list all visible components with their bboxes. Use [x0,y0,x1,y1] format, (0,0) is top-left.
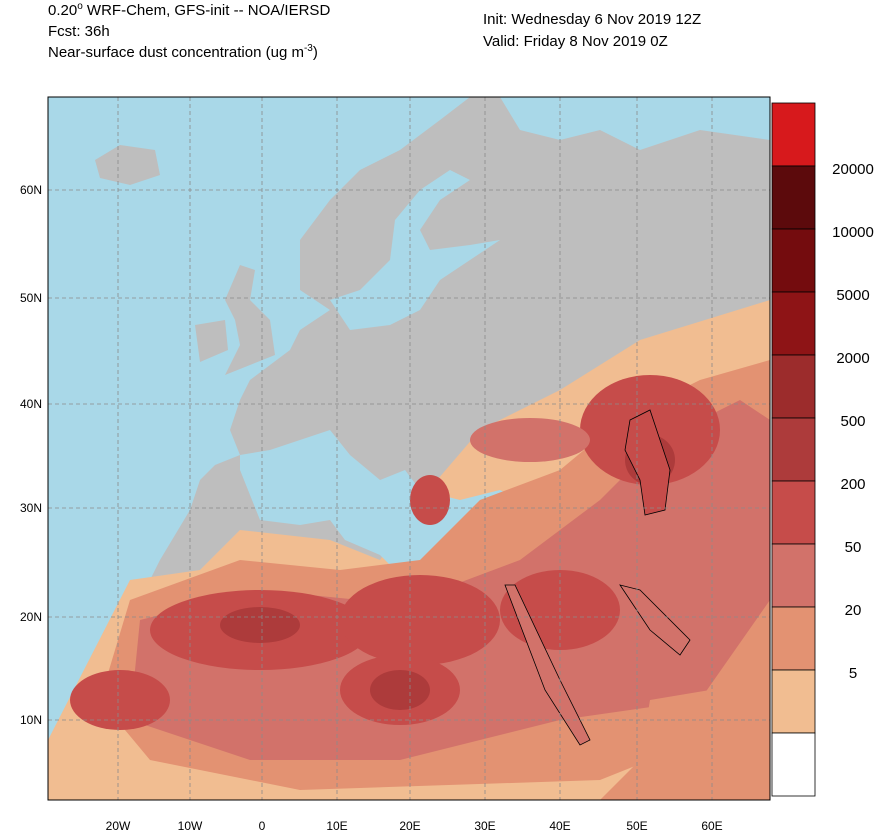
dust-50 [130,400,770,760]
uk [225,265,275,375]
legend: 20000 10000 5000 2000 500 200 50 20 5 [771,102,874,797]
lon-label: 60E [701,819,722,833]
legend-label: 20 [845,602,862,619]
legend-label: 10000 [832,224,874,241]
legend-swatch [771,417,816,482]
legend-label: 5 [849,665,857,682]
lat-label: 30N [20,501,42,515]
caspian [624,409,671,516]
legend-swatch [771,543,816,608]
lon-label: 20E [399,819,420,833]
variable-text: Near-surface dust concentration (ug m [48,44,304,61]
lat-label: 50N [20,291,42,305]
legend-swatch [771,606,816,671]
degree: o [77,1,83,12]
variable-end: ) [313,44,318,61]
legend-label: 20000 [832,161,874,178]
iceland [95,145,160,185]
legend-swatch [771,354,816,419]
legend-swatch [771,165,816,230]
lat-label: 20N [20,610,42,624]
lon-label: 40E [549,819,570,833]
arabian-sea [600,680,770,800]
legend-swatch [771,669,816,734]
graticule [48,97,770,800]
axis-labels: 60N 50N 40N 30N 20N 10N 20W 10W 0 10E 20E 30E 40E 50E… [20,183,723,833]
lat-label: 40N [20,397,42,411]
map-frame [47,96,771,801]
lon-label: 10E [326,819,347,833]
legend-swatch [771,291,816,356]
lon-label: 0 [259,819,266,833]
black-sea [470,418,590,462]
legend-label: 2000 [836,350,869,367]
legend-swatch [771,228,816,293]
lon-label: 10W [178,819,203,833]
map [48,97,770,800]
lat-label: 60N [20,183,42,197]
red-sea [504,584,591,746]
legend-swatch [771,480,816,545]
lon-label: 30E [474,819,495,833]
forecast: Fcst: 36h [48,23,110,40]
atlantic [48,97,470,800]
baltic [330,170,500,330]
legend-label: 50 [845,539,862,556]
exponent: -3 [304,43,313,54]
valid-time: Valid: Friday 8 Nov 2019 0Z [483,33,668,50]
legend-label: 5000 [836,287,869,304]
arctic [500,97,770,150]
lat-label: 10N [20,713,42,727]
legend-swatch [771,732,816,797]
legend-label: 200 [840,476,865,493]
lon-label: 20W [106,819,131,833]
variable: Near-surface dust concentration (ug m-3) [48,43,318,61]
title-rest: WRF-Chem, GFS-init -- NOA/IERSD [83,2,331,19]
init-time: Init: Wednesday 6 Nov 2019 12Z [483,11,701,28]
lon-label: 50E [626,819,647,833]
legend-swatch [771,102,816,167]
title-main: 0.20 [48,2,77,19]
legend-label: 500 [840,413,865,430]
ireland [195,320,228,362]
title: 0.20o WRF-Chem, GFS-init -- NOA/IERSD [48,1,330,19]
